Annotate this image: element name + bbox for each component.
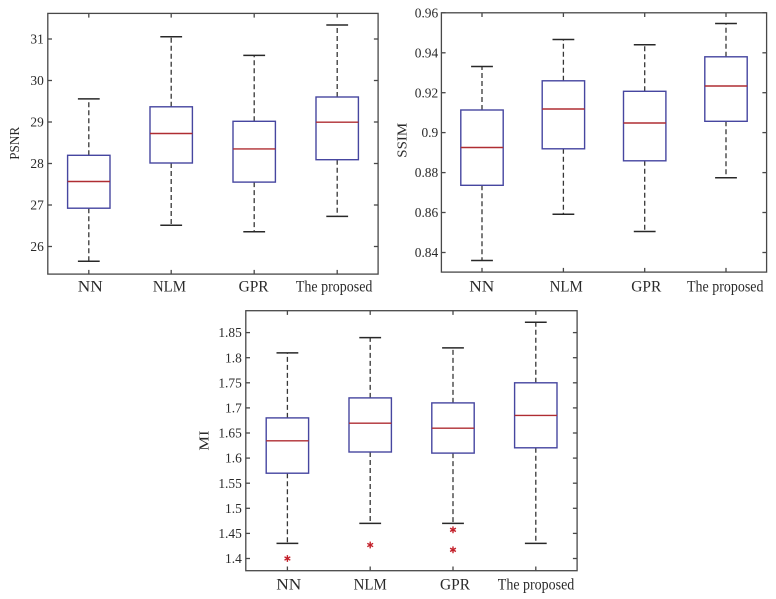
svg-text:MI: MI [197,431,212,451]
svg-text:The proposed: The proposed [498,576,575,593]
svg-text:The proposed: The proposed [296,278,373,295]
svg-text:0.9: 0.9 [421,125,438,140]
svg-text:0.92: 0.92 [415,85,438,100]
svg-text:1.5: 1.5 [225,501,242,516]
svg-text:NLM: NLM [153,278,186,295]
svg-text:1.4: 1.4 [225,551,242,566]
svg-text:0.88: 0.88 [415,165,439,180]
svg-text:1.85: 1.85 [218,325,242,340]
svg-text:1.75: 1.75 [218,375,242,390]
svg-text:30: 30 [30,73,44,88]
svg-text:29: 29 [30,115,44,130]
svg-text:0.96: 0.96 [415,5,439,20]
svg-text:28: 28 [30,156,44,171]
svg-text:1.8: 1.8 [225,350,242,365]
svg-text:SSIM: SSIM [394,123,409,158]
svg-text:GPR: GPR [631,279,661,296]
svg-text:NLM: NLM [354,576,387,593]
svg-text:GPR: GPR [440,576,470,593]
svg-text:1.65: 1.65 [218,426,242,441]
svg-text:31: 31 [30,32,43,47]
svg-text:0.86: 0.86 [415,205,439,220]
svg-text:1.55: 1.55 [218,476,242,491]
svg-text:NN: NN [276,576,301,593]
svg-text:0.84: 0.84 [415,245,439,260]
svg-text:PSNR: PSNR [7,127,22,160]
svg-text:0.94: 0.94 [415,45,439,60]
svg-text:1.45: 1.45 [218,526,242,541]
svg-text:1.7: 1.7 [225,401,242,416]
svg-text:NLM: NLM [550,279,583,296]
svg-text:NN: NN [469,279,494,296]
svg-text:27: 27 [30,198,44,213]
svg-text:NN: NN [78,278,103,295]
svg-text:GPR: GPR [239,278,269,295]
svg-text:26: 26 [30,239,44,254]
svg-text:1.6: 1.6 [225,451,242,466]
svg-text:The proposed: The proposed [687,279,764,296]
